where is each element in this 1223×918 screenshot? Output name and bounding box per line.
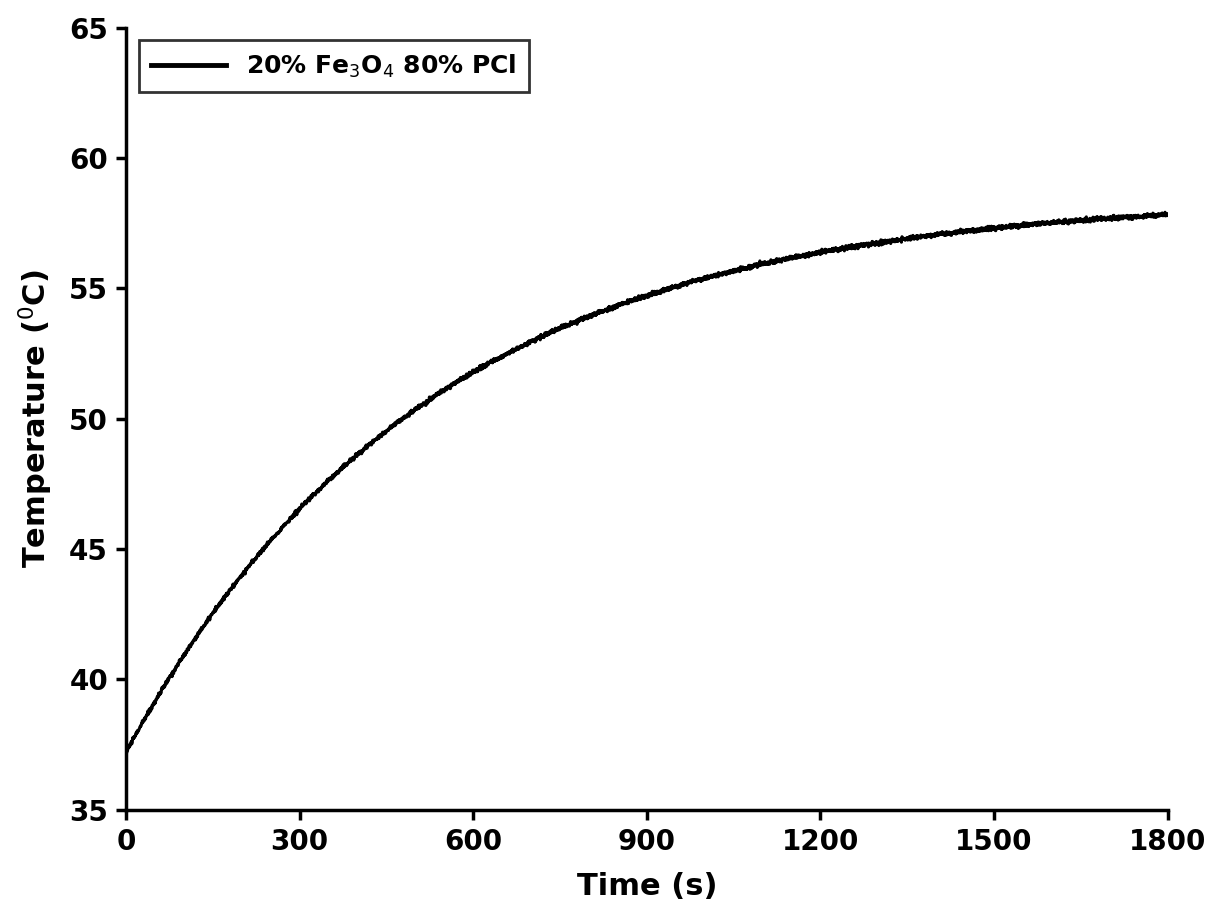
20% Fe$_3$O$_4$ 80% PCl (342, 456, 357, 467)
X-axis label: Time (s): Time (s) (576, 872, 717, 901)
Legend: 20% Fe$_3$O$_4$ 80% PCl: 20% Fe$_3$O$_4$ 80% PCl (138, 40, 530, 93)
20% Fe$_3$O$_4$ 80% PCl (1062, 215, 1076, 226)
20% Fe$_3$O$_4$ 80% PCl (748, 261, 763, 272)
Y-axis label: Temperature ($^{0}$C): Temperature ($^{0}$C) (17, 269, 55, 568)
20% Fe$_3$O$_4$ 80% PCl (410, 404, 424, 415)
20% Fe$_3$O$_4$ 80% PCl (1158, 207, 1173, 218)
Line: 20% Fe$_3$O$_4$ 80% PCl: 20% Fe$_3$O$_4$ 80% PCl (126, 212, 1168, 753)
20% Fe$_3$O$_4$ 80% PCl (1161, 210, 1175, 221)
20% Fe$_3$O$_4$ 80% PCl (767, 256, 781, 267)
20% Fe$_3$O$_4$ 80% PCl (1161, 208, 1175, 219)
20% Fe$_3$O$_4$ 80% PCl (120, 747, 135, 758)
20% Fe$_3$O$_4$ 80% PCl (119, 745, 133, 756)
